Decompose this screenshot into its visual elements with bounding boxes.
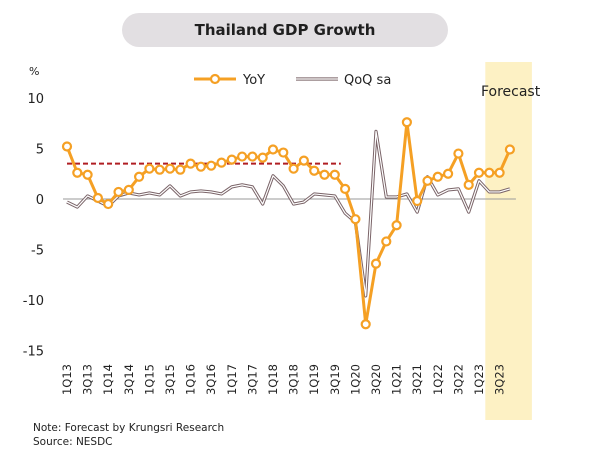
x-tick-label: 1Q23 bbox=[472, 364, 486, 395]
legend-qoq-label: QoQ sa bbox=[344, 73, 391, 88]
chart-notes: Note: Forecast by Krungsri Research Sour… bbox=[33, 421, 224, 449]
legend-yoy-marker bbox=[209, 73, 221, 85]
x-tick-label: 3Q15 bbox=[163, 364, 177, 395]
yoy-data-point bbox=[82, 169, 93, 180]
yoy-data-point bbox=[412, 195, 423, 207]
yoy-data-point bbox=[494, 167, 505, 178]
legend-yoy-label: YoY bbox=[242, 73, 265, 88]
yoy-data-point bbox=[237, 151, 248, 162]
yoy-data-point bbox=[370, 258, 382, 269]
yoy-data-point bbox=[504, 144, 515, 155]
x-tick-label: 3Q23 bbox=[493, 364, 507, 395]
y-axis-unit: % bbox=[29, 65, 39, 78]
forecast-label: Forecast bbox=[481, 84, 541, 100]
qoq-series-line-inner bbox=[66, 130, 511, 297]
yoy-data-point bbox=[72, 167, 83, 178]
yoy-data-point bbox=[484, 167, 495, 178]
yoy-data-point bbox=[381, 236, 392, 247]
x-tick-label: 3Q17 bbox=[245, 364, 259, 395]
x-tick-label: 3Q19 bbox=[328, 364, 342, 395]
yoy-data-point bbox=[391, 220, 402, 231]
y-tick-label: -10 bbox=[23, 294, 44, 309]
yoy-data-point bbox=[175, 164, 186, 175]
yoy-data-point bbox=[443, 168, 454, 179]
yoy-data-point bbox=[92, 192, 104, 204]
x-tick-label: 3Q16 bbox=[204, 364, 218, 395]
x-tick-label: 1Q14 bbox=[101, 364, 115, 395]
yoy-data-point bbox=[216, 157, 227, 168]
yoy-data-point bbox=[453, 148, 464, 159]
yoy-data-point bbox=[298, 155, 309, 166]
y-tick-label: 10 bbox=[27, 92, 44, 107]
x-tick-label: 1Q18 bbox=[266, 364, 280, 395]
chart-title: Thailand GDP Growth bbox=[194, 21, 376, 39]
y-tick-label: -15 bbox=[23, 345, 44, 360]
yoy-data-point bbox=[164, 163, 176, 174]
yoy-data-point bbox=[432, 171, 443, 182]
yoy-data-point bbox=[206, 160, 217, 171]
x-tick-label: 1Q19 bbox=[307, 364, 321, 395]
yoy-data-point bbox=[144, 163, 155, 174]
yoy-series-line bbox=[65, 120, 512, 326]
yoy-data-point bbox=[247, 151, 258, 162]
yoy-data-point bbox=[401, 117, 412, 128]
x-tick-label: 1Q16 bbox=[184, 364, 198, 395]
x-tick-label: 1Q22 bbox=[431, 364, 445, 395]
yoy-data-point bbox=[473, 167, 485, 178]
chart-title-pill: Thailand GDP Growth bbox=[122, 13, 448, 47]
x-tick-label: 1Q17 bbox=[225, 364, 239, 395]
yoy-data-point bbox=[340, 183, 351, 194]
y-tick-label: -5 bbox=[31, 244, 44, 259]
yoy-data-point bbox=[350, 214, 361, 225]
yoy-data-point bbox=[309, 165, 320, 176]
yoy-data-point bbox=[278, 147, 289, 158]
x-tick-label: 1Q13 bbox=[60, 364, 74, 395]
x-tick-label: 1Q15 bbox=[142, 364, 156, 395]
yoy-data-point bbox=[463, 179, 474, 190]
yoy-data-point bbox=[61, 141, 73, 152]
yoy-data-point bbox=[257, 152, 268, 163]
x-tick-label: 3Q18 bbox=[287, 364, 301, 395]
yoy-data-point bbox=[103, 198, 114, 210]
yoy-data-point bbox=[319, 169, 330, 180]
yoy-data-point bbox=[288, 163, 299, 174]
yoy-data-point bbox=[360, 319, 371, 330]
yoy-data-point bbox=[113, 186, 124, 198]
x-tick-label: 3Q21 bbox=[410, 364, 424, 395]
yoy-data-point bbox=[422, 175, 433, 186]
yoy-data-point bbox=[123, 184, 134, 196]
qoq-series-line bbox=[66, 129, 511, 298]
forecast-band bbox=[485, 62, 532, 420]
yoy-data-point bbox=[329, 169, 340, 180]
y-tick-label: 0 bbox=[36, 193, 44, 208]
x-tick-label: 1Q21 bbox=[390, 364, 404, 395]
x-tick-label: 3Q20 bbox=[369, 364, 383, 395]
y-tick-label: 5 bbox=[36, 143, 44, 158]
yoy-data-point bbox=[154, 164, 165, 175]
forecast-note: Note: Forecast by Krungsri Research bbox=[33, 422, 225, 434]
x-tick-label: 3Q22 bbox=[451, 364, 465, 395]
x-tick-label: 3Q14 bbox=[122, 364, 136, 395]
x-tick-label: 3Q13 bbox=[81, 364, 95, 395]
source-note: Source: NESDC bbox=[33, 436, 113, 448]
x-tick-label: 1Q20 bbox=[348, 364, 362, 395]
yoy-data-point bbox=[267, 144, 279, 155]
yoy-data-point bbox=[195, 161, 206, 172]
yoy-data-point bbox=[185, 158, 196, 169]
yoy-data-point bbox=[226, 154, 237, 165]
yoy-data-point bbox=[134, 171, 145, 182]
